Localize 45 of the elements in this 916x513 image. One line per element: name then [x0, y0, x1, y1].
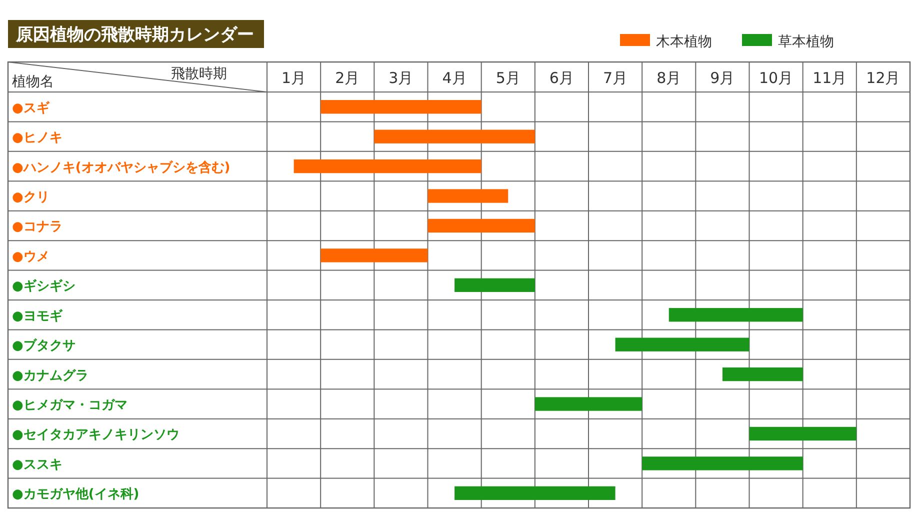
x-tick-label: 5月 [496, 69, 520, 87]
bar [722, 367, 803, 382]
x-tick-label: 10月 [758, 69, 794, 87]
bar [642, 456, 803, 470]
y-tick-label: ●クリ [12, 190, 50, 205]
y-axis-title: 植物名 [12, 74, 54, 90]
bar [374, 130, 535, 144]
y-tick-label: ●ウメ [12, 249, 50, 264]
x-axis-title: 飛散時期 [171, 66, 227, 82]
y-tick-label: ●ススキ [12, 457, 62, 472]
y-tick-label: ●スギ [12, 100, 50, 116]
y-tick-label: ●ギシギシ [12, 279, 76, 294]
bar [749, 426, 856, 441]
x-tick-label: 4月 [442, 69, 467, 87]
x-tick-label: 11月 [812, 69, 847, 87]
bar [668, 308, 803, 322]
x-tick-label: 6月 [549, 69, 574, 87]
bar [615, 338, 750, 352]
y-tick-label: ●セイタカアキノキリンソウ [12, 428, 180, 443]
bar [320, 248, 428, 262]
x-tick-label: 2月 [335, 69, 360, 87]
x-tick-label: 8月 [656, 69, 682, 87]
bar [534, 397, 642, 411]
bar [428, 189, 508, 203]
bar [294, 159, 482, 174]
x-tick-label: 9月 [710, 69, 735, 87]
y-tick-label: ●ヒメガマ・コガマ [12, 398, 128, 413]
x-tick-label: 3月 [388, 69, 414, 87]
x-tick-label: 7月 [603, 69, 628, 87]
bar [428, 218, 535, 233]
chart-title: 原因植物の飛散時期カレンダー [15, 25, 254, 45]
legend-label: 草本植物 [778, 34, 834, 50]
x-tick-label: 12月 [866, 69, 900, 87]
bar [454, 278, 535, 292]
bar [320, 100, 482, 114]
y-tick-label: ●コナラ [12, 220, 62, 235]
y-tick-label: ●ヨモギ [12, 308, 64, 324]
y-tick-label: ●カモガヤ他(イネ科) [12, 487, 140, 502]
y-tick-label: ●ヒノキ [12, 130, 62, 146]
y-tick-label: ●ブタクサ [12, 338, 76, 354]
legend-label: 木本植物 [656, 34, 712, 50]
y-tick-label: ●カナムグラ [12, 368, 88, 384]
y-tick-label: ●ハンノキ(オオバヤシャブシを含む) [12, 159, 230, 176]
x-tick-label: 1月 [282, 69, 306, 87]
bar [454, 486, 616, 500]
